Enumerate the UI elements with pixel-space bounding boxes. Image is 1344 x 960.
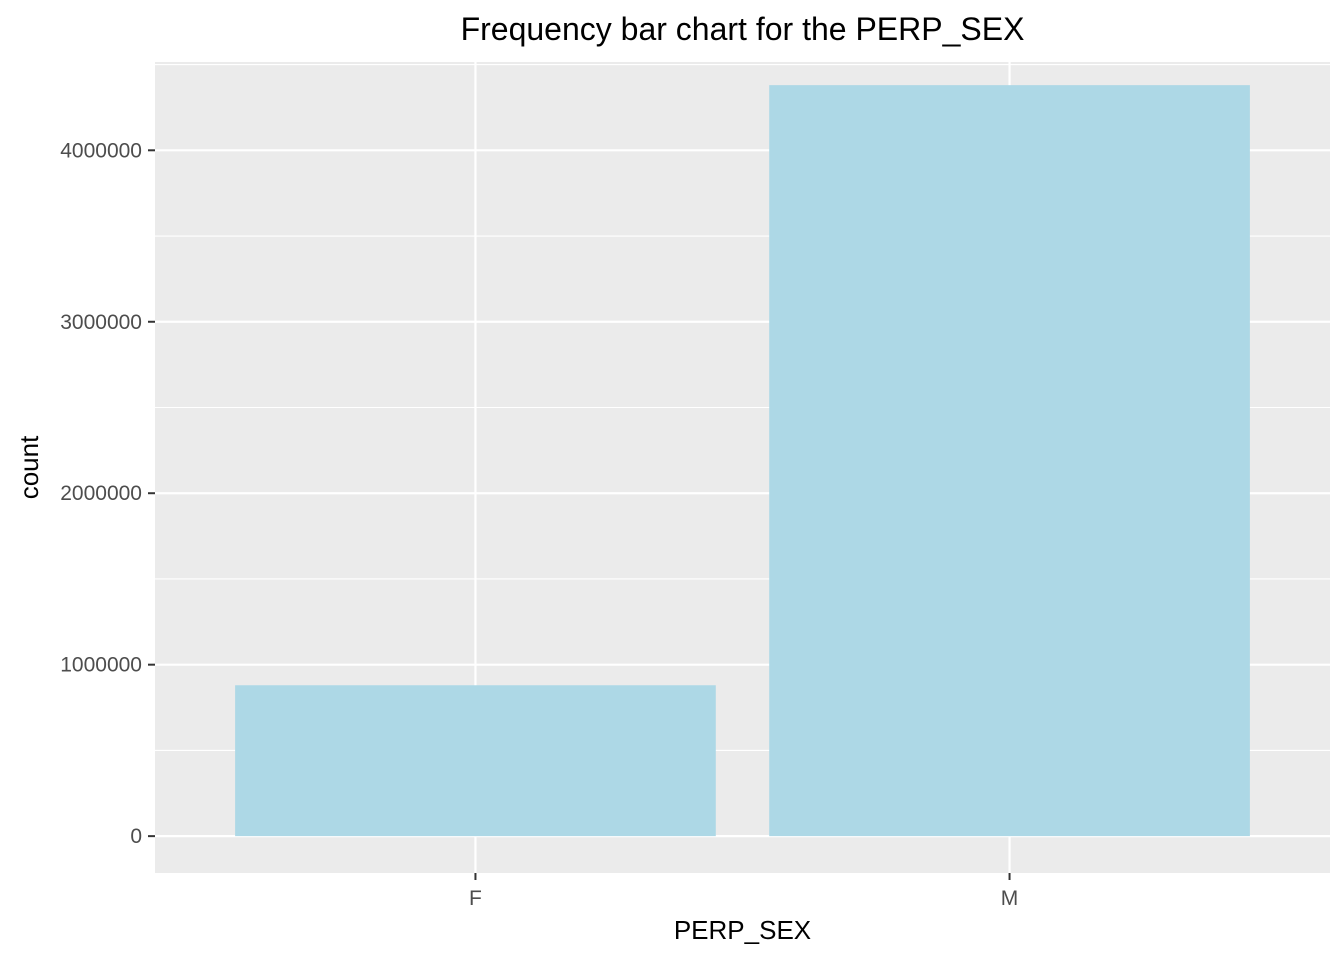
x-tick-label: M [1001, 887, 1019, 910]
bars [235, 85, 1250, 837]
bar-M [769, 85, 1250, 837]
x-tick-label: F [469, 887, 482, 910]
y-tick-label: 4000000 [60, 139, 142, 162]
y-tick-label: 2000000 [60, 482, 142, 505]
bar-F [235, 685, 716, 837]
chart-title: Frequency bar chart for the PERP_SEX [461, 11, 1025, 47]
y-tick-label: 1000000 [60, 654, 142, 677]
y-tick-label: 3000000 [60, 311, 142, 334]
y-tick-label: 0 [130, 825, 142, 848]
y-axis-title: count [14, 435, 44, 499]
x-axis-title: PERP_SEX [674, 915, 811, 945]
y-axis: 0 1000000 2000000 3000000 4000000 [60, 139, 155, 848]
